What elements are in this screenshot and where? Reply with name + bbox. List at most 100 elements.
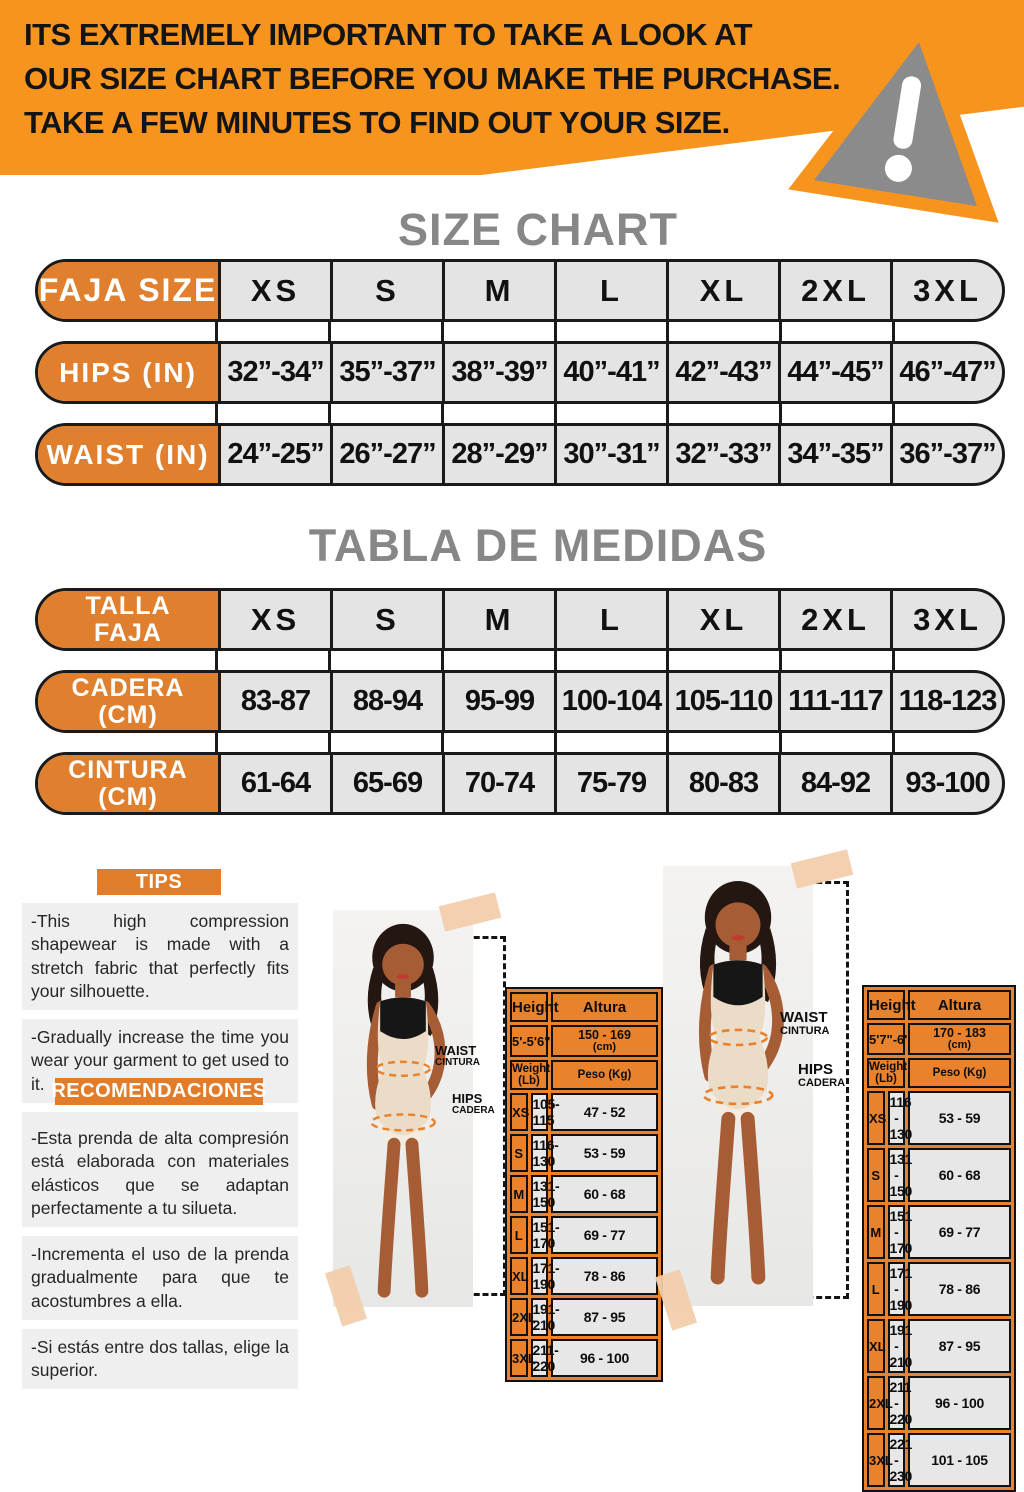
value-cell: 61-64 [218, 755, 330, 812]
table-row: L 171 - 190 78 - 86 [867, 1262, 1011, 1316]
altura-value: 170 - 183 (cm) [908, 1023, 1011, 1055]
recomendacion-item: -Incrementa el uso de la prenda gradualm… [22, 1236, 298, 1320]
value-cell: 32”-34” [218, 344, 330, 401]
value-cell: 44”-45” [778, 344, 890, 401]
value-cell: 34”-35” [778, 426, 890, 483]
table-row: XS 105-115 47 - 52 [510, 1093, 658, 1131]
table-row-sizes: FAJA SIZE XS S M L XL 2XL 3XL [35, 259, 1005, 322]
value-cell: 84-92 [778, 755, 890, 812]
tip-item: -This high compression shapewear is made… [22, 903, 298, 1011]
value-cell: 46”-47” [890, 344, 1002, 401]
table-row: M 151 - 170 69 - 77 [867, 1205, 1011, 1259]
altura-value: 150 - 169 (cm) [551, 1025, 658, 1057]
model-silhouette [663, 866, 813, 1306]
value-cell: 36”-37” [890, 426, 1002, 483]
value-cell: 75-79 [554, 755, 666, 812]
row-label-cadera: CADERA (CM) [38, 673, 218, 730]
weight-table-short-height: Height Altura 5'-5'6" 150 - 169 (cm) Wei… [505, 987, 663, 1382]
value-cell: 38”-39” [442, 344, 554, 401]
value-cell: 24”-25” [218, 426, 330, 483]
size-chart-title: SIZE CHART [398, 204, 678, 255]
size-cell: M [442, 591, 554, 648]
altura-header: Altura [551, 992, 658, 1022]
size-cell: 2XL [778, 262, 890, 319]
size-cell: S [330, 591, 442, 648]
weight-table-tall-height: Height Altura 5'7"-6' 170 - 183 (cm) Wei… [862, 985, 1016, 1492]
peso-header: Peso (Kg) [908, 1058, 1011, 1088]
table-row: L 151-170 69 - 77 [510, 1216, 658, 1254]
table-row: XL 171-190 78 - 86 [510, 1257, 658, 1295]
height-header: Height [867, 990, 916, 1020]
size-cell: XS [218, 262, 330, 319]
value-cell: 42”-43” [666, 344, 778, 401]
column-connectors [35, 404, 1005, 423]
table-row: 2XL 211 - 220 96 - 100 [867, 1376, 1011, 1430]
banner-line-3: TAKE A FEW MINUTES TO FIND OUT YOUR SIZE… [24, 105, 730, 140]
size-cell: XS [218, 591, 330, 648]
value-cell: 95-99 [442, 673, 554, 730]
size-cell: S [330, 262, 442, 319]
table-row: 2XL 191-210 87 - 95 [510, 1298, 658, 1336]
recomendacion-item: -Si estás entre dos tallas, elige la sup… [22, 1328, 298, 1390]
recomendacion-item: -Esta prenda de alta compresión está ela… [22, 1120, 298, 1228]
value-cell: 32”-33” [666, 426, 778, 483]
size-cell: L [554, 591, 666, 648]
size-cell: 2XL [778, 591, 890, 648]
tips-header: TIPS [97, 869, 221, 895]
warning-triangle-icon [788, 13, 999, 223]
banner-line-2: OUR SIZE CHART BEFORE YOU MAKE THE PURCH… [24, 61, 841, 96]
value-cell: 40”-41” [554, 344, 666, 401]
size-cell: 3XL [890, 262, 1002, 319]
hips-label: HIPS CADERA [798, 1061, 846, 1089]
model-photo [663, 866, 813, 1306]
table-row: S 116-130 53 - 59 [510, 1134, 658, 1172]
table-row-cintura: CINTURA (CM) 61-64 65-69 70-74 75-79 80-… [35, 752, 1005, 815]
value-cell: 26”-27” [330, 426, 442, 483]
value-cell: 105-110 [666, 673, 778, 730]
waist-label: WAIST CINTURA [435, 1043, 480, 1068]
warning-banner: ITS EXTREMELY IMPORTANT TO TAKE A LOOK A… [0, 0, 1024, 175]
table-row-waist: WAIST (IN) 24”-25” 26”-27” 28”-29” 30”-3… [35, 423, 1005, 486]
weight-header: Weight (Lb) [510, 1060, 550, 1090]
recomendaciones-list: -Esta prenda de alta compresión está ela… [22, 1120, 298, 1390]
tabla-medidas-title: TABLA DE MEDIDAS [308, 520, 768, 571]
value-cell: 80-83 [666, 755, 778, 812]
table-row-hips: HIPS (IN) 32”-34” 35”-37” 38”-39” 40”-41… [35, 341, 1005, 404]
height-header: Height [510, 992, 559, 1022]
value-cell: 70-74 [442, 755, 554, 812]
value-cell: 118-123 [890, 673, 1002, 730]
height-value: 5'7"-6' [867, 1023, 907, 1055]
row-label-talla-faja: TALLA FAJA [38, 591, 218, 648]
size-cell: M [442, 262, 554, 319]
size-cell: L [554, 262, 666, 319]
waist-label: WAIST CINTURA [780, 1009, 830, 1037]
column-connectors [35, 322, 1005, 341]
banner-line-1: ITS EXTREMELY IMPORTANT TO TAKE A LOOK A… [24, 17, 753, 52]
value-cell: 111-117 [778, 673, 890, 730]
size-cell: 3XL [890, 591, 1002, 648]
table-row: 3XL 211-220 96 - 100 [510, 1339, 658, 1377]
table-row: XL 191 - 210 87 - 95 [867, 1319, 1011, 1373]
value-cell: 93-100 [890, 755, 1002, 812]
value-cell: 100-104 [554, 673, 666, 730]
size-chart-table-inches: FAJA SIZE XS S M L XL 2XL 3XL HIPS (IN) … [35, 259, 1005, 486]
table-row: S 131 - 150 60 - 68 [867, 1148, 1011, 1202]
height-value: 5'-5'6" [510, 1025, 550, 1057]
table-row-cadera: CADERA (CM) 83-87 88-94 95-99 100-104 10… [35, 670, 1005, 733]
value-cell: 35”-37” [330, 344, 442, 401]
row-label-faja-size: FAJA SIZE [38, 262, 218, 319]
peso-header: Peso (Kg) [551, 1060, 658, 1090]
table-row: M 131-150 60 - 68 [510, 1175, 658, 1213]
size-chart-table-cm: TALLA FAJA XS S M L XL 2XL 3XL CADERA (C… [35, 588, 1005, 815]
row-label-cintura: CINTURA (CM) [38, 755, 218, 812]
recomendaciones-header: RECOMENDACIONES [51, 1078, 266, 1105]
size-cell: XL [666, 262, 778, 319]
column-connectors [35, 651, 1005, 670]
weight-header: Weight (Lb) [867, 1058, 907, 1088]
value-cell: 28”-29” [442, 426, 554, 483]
banner-text: ITS EXTREMELY IMPORTANT TO TAKE A LOOK A… [24, 13, 841, 145]
value-cell: 88-94 [330, 673, 442, 730]
size-cell: XL [666, 591, 778, 648]
altura-header: Altura [908, 990, 1011, 1020]
